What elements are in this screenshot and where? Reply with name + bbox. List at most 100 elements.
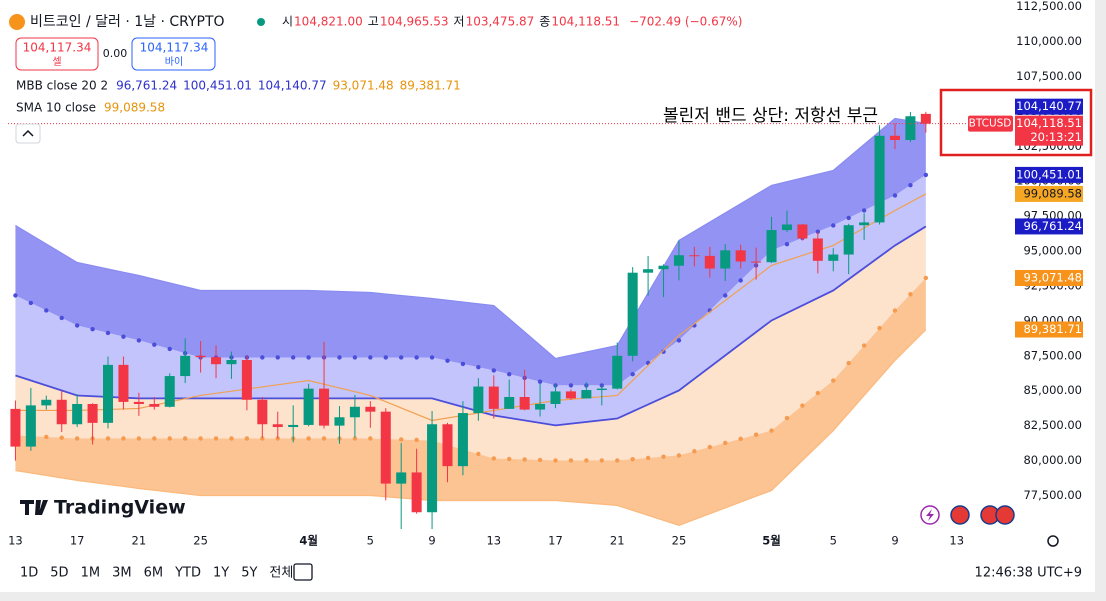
clock: 12:46:38 UTC+9 (975, 566, 1082, 581)
band-dot (692, 449, 697, 454)
band-dot (59, 315, 64, 321)
range-button[interactable]: 1M (81, 566, 101, 581)
flag-icon[interactable] (995, 505, 1015, 525)
collapse-button[interactable] (15, 123, 41, 144)
legend-value: 100,451.01 (183, 79, 252, 93)
legend-value: 104,140.77 (258, 79, 327, 93)
band-dot (167, 436, 172, 441)
band-dot (136, 338, 142, 343)
band-dot (676, 338, 682, 343)
band-dot (599, 383, 604, 388)
logo-mark (20, 500, 48, 515)
candle-body (488, 386, 499, 409)
band-dot (368, 436, 373, 441)
band-dot (182, 436, 188, 441)
band-dot (260, 436, 265, 441)
sell-button[interactable] (15, 37, 99, 71)
x-tick-label: 17 (70, 534, 85, 548)
candle-body (828, 254, 839, 261)
countdown: 20:13:21 (1030, 130, 1082, 144)
calendar-icon[interactable] (293, 563, 313, 581)
x-tick-label: 9 (428, 534, 435, 548)
band-dot (568, 458, 574, 463)
band-dot (44, 308, 49, 313)
settings-icon[interactable] (1047, 535, 1059, 547)
candle-body (581, 390, 592, 399)
band-dot (121, 436, 126, 441)
x-tick-label: 21 (132, 534, 147, 548)
candle-body (859, 222, 870, 226)
y-tick-label: 112,500.00 (1016, 0, 1082, 13)
plot (8, 111, 1003, 529)
price-tag (1015, 185, 1083, 202)
band-dot (460, 361, 466, 367)
band-dot (723, 440, 728, 446)
series-layer (10, 111, 931, 529)
range-button[interactable]: 1D (20, 566, 38, 581)
band-dot (476, 365, 481, 370)
band-dot (877, 325, 882, 331)
legend-label: MBB close 20 2 (16, 79, 108, 93)
candle-body (427, 424, 438, 513)
range-button[interactable]: 6M (144, 566, 164, 581)
band-dot (846, 360, 851, 366)
candle-body (735, 250, 746, 262)
band-dot (831, 223, 836, 228)
band-dot (908, 182, 913, 188)
band-dot (769, 428, 774, 433)
range-button[interactable]: YTD (174, 566, 201, 581)
header-item: 고 (368, 15, 379, 29)
header-item: −702.49 (−0.67%) (629, 15, 742, 29)
flag-icon[interactable] (950, 505, 970, 525)
range-button[interactable]: 1Y (213, 566, 229, 581)
band-dot (198, 436, 203, 441)
range-button[interactable]: 3M (112, 566, 132, 581)
x-tick-label: 5월 (762, 534, 781, 548)
band-dot (152, 436, 157, 441)
x-tick-label: 25 (672, 534, 687, 548)
range-button[interactable]: 전체 (269, 566, 293, 581)
range-button[interactable]: 5Y (241, 566, 257, 581)
header-item: 104,118.51 (551, 15, 620, 29)
candle-body (797, 224, 808, 239)
candle-body (658, 265, 669, 270)
x-tick-label: 17 (548, 534, 563, 548)
band-dot (784, 415, 790, 421)
band-dot (784, 242, 790, 247)
band-dot (105, 436, 111, 441)
band-dot (892, 308, 898, 313)
bolt (926, 509, 934, 521)
candle-body (303, 388, 314, 425)
candle-body (87, 403, 98, 423)
band-fill (15, 226, 926, 461)
x-tick-label: 13 (8, 534, 23, 548)
band-dot (244, 436, 250, 441)
x-tick-label: 5 (367, 534, 374, 548)
band-dot (352, 436, 358, 441)
band-dot (59, 435, 64, 440)
band-dot (522, 457, 527, 462)
band-dot (537, 379, 543, 384)
price-tag-label: 104,140.77 (1016, 99, 1082, 113)
x-tick-label: 21 (610, 534, 625, 548)
range-button[interactable]: 5D (50, 566, 68, 581)
band-fill (15, 277, 926, 526)
header-item: 종 (539, 15, 550, 29)
annotation: 볼린저 밴드 상단: 저항선 부근 (663, 106, 878, 126)
y-tick-label: 107,500.00 (1016, 69, 1082, 83)
band-dot (275, 436, 280, 441)
band-dot (491, 456, 496, 461)
candle-body (457, 413, 468, 467)
buy-button[interactable] (131, 37, 216, 71)
candle-body (396, 472, 407, 484)
band-dot (368, 355, 373, 360)
band-dot (661, 349, 666, 354)
status-dot (257, 18, 265, 26)
candle-body (519, 397, 530, 410)
band-dot (507, 456, 512, 462)
sell-label: 셀 (52, 56, 61, 68)
price-tag-label: 96,761.24 (1023, 219, 1082, 233)
band-dot (306, 355, 311, 360)
band-dot (923, 275, 929, 281)
